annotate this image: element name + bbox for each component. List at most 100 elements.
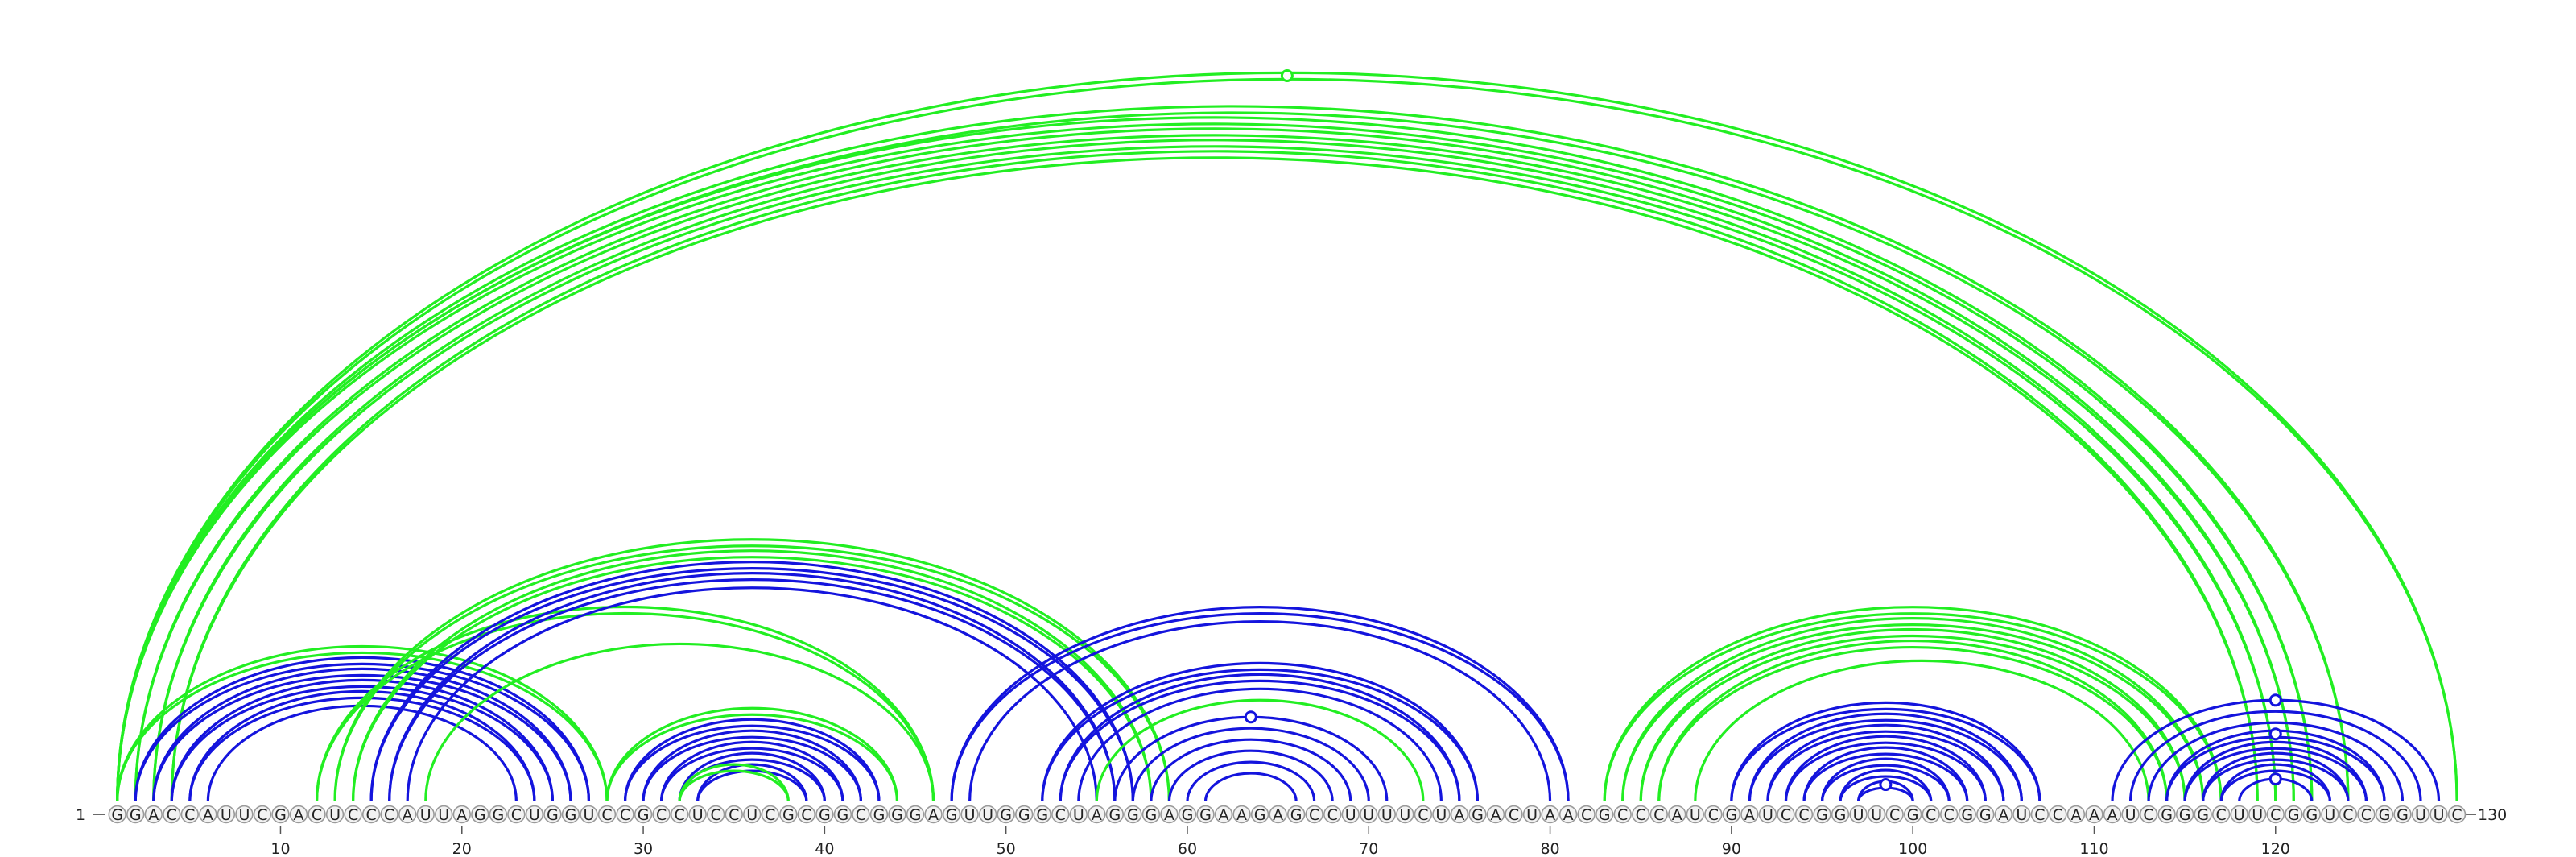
base-pair-arc [170, 685, 555, 802]
base-circle [942, 805, 961, 824]
base-pair-arc [950, 605, 1570, 802]
base-pair-arc [1095, 698, 1425, 802]
base-circle [452, 805, 471, 824]
base-letter: U [438, 806, 449, 824]
base-circle [1088, 805, 1106, 824]
base-pair-arc [333, 544, 1171, 802]
base-circle [1450, 805, 1469, 824]
base-letter: U [1435, 806, 1447, 824]
base-pair-arc [424, 642, 935, 802]
base-circle [1232, 805, 1251, 824]
arc-apex-marker [1879, 778, 1893, 792]
base-pair-arc [206, 704, 518, 802]
base-letter: A [402, 806, 413, 824]
base-letter: C [1798, 806, 1809, 824]
base-pair-arc [623, 724, 881, 802]
base-pair-arc [1766, 730, 2005, 802]
base-pair-arc [2202, 751, 2350, 802]
base-circle [507, 805, 526, 824]
base-letter: U [2324, 806, 2335, 824]
base-circle [724, 805, 743, 824]
base-letter: C [1926, 806, 1936, 824]
base-letter: C [1309, 806, 1319, 824]
tick-label: 40 [815, 840, 834, 857]
base-letter: C [1944, 806, 1955, 824]
base-circle [779, 805, 798, 824]
base-pair-arc [2219, 763, 2331, 802]
base-pair-arc [1603, 611, 2223, 802]
base-circle [1613, 805, 1632, 824]
start-label: 1 [76, 806, 85, 824]
base-circle [652, 805, 671, 824]
base-letter: G [2197, 806, 2209, 824]
base-pair-arc [1748, 718, 2023, 802]
base-letter: G [910, 806, 922, 824]
base-pair-arc [1041, 661, 1480, 802]
base-circle [706, 805, 725, 824]
base-circle [1124, 805, 1142, 824]
base-pair-arc [116, 644, 609, 802]
base-circle [1051, 805, 1070, 824]
base-pair-arc [1203, 772, 1298, 802]
base-circle [2321, 805, 2339, 824]
base-pair-arc [1621, 616, 2205, 802]
base-letter: U [1690, 806, 1701, 824]
base-letter: C [1327, 806, 1338, 824]
base-letter: U [329, 806, 341, 824]
base-circle [380, 805, 398, 824]
base-circle [180, 805, 200, 824]
base-letter: A [1164, 806, 1174, 824]
base-letter: G [1907, 806, 1919, 824]
base-circle [1486, 805, 1505, 824]
base-circle [1976, 805, 1995, 824]
base-pair-arc [134, 656, 591, 802]
base-pair-arc [1639, 627, 2186, 802]
base-pair-arc [1041, 668, 1480, 802]
base-circle [670, 805, 689, 824]
base-pair-arc [116, 651, 609, 802]
base-letter: G [275, 806, 287, 824]
base-letter: G [130, 806, 142, 824]
base-letter: G [1254, 806, 1266, 824]
base-circle [1704, 805, 1723, 824]
base-circle [1033, 805, 1051, 824]
base-letter: C [2216, 806, 2227, 824]
base-letter: U [584, 806, 595, 824]
base-pair-arc [660, 747, 844, 802]
base-circle [797, 805, 816, 824]
base-circle [217, 805, 236, 824]
base-pair-arc [1730, 701, 2041, 802]
base-letter: A [1273, 806, 1283, 824]
base-pair-arc [1059, 679, 1461, 802]
arc-apex-marker [1280, 69, 1294, 83]
base-letter: C [1418, 806, 1428, 824]
base-circle [1360, 805, 1378, 824]
base-pair-arc [1784, 735, 1987, 802]
base-letter: A [2089, 806, 2099, 824]
base-letter: C [729, 806, 739, 824]
base-letter: A [1545, 806, 1555, 824]
base-circle [1558, 805, 1578, 824]
base-circle [1250, 805, 1269, 824]
base-letter: A [294, 806, 304, 824]
base-letter: U [2434, 806, 2445, 824]
base-pair-arc [369, 567, 1134, 802]
base-letter: G [474, 806, 486, 824]
base-letter: U [1073, 806, 1084, 824]
base-letter: C [1581, 806, 1591, 824]
base-letter: G [1000, 806, 1012, 824]
base-circle [199, 805, 217, 824]
base-letter: A [456, 806, 467, 824]
base-letter: G [1835, 806, 1847, 824]
base-circle [235, 805, 254, 824]
base-circle [525, 805, 544, 824]
base-letter: A [1092, 806, 1102, 824]
base-circle [761, 805, 779, 824]
base-letter: C [384, 806, 394, 824]
base-letter: U [1871, 806, 1882, 824]
base-letter: C [711, 806, 721, 824]
base-letter: C [765, 806, 775, 824]
base-circle [435, 805, 453, 824]
base-circle [688, 805, 707, 824]
